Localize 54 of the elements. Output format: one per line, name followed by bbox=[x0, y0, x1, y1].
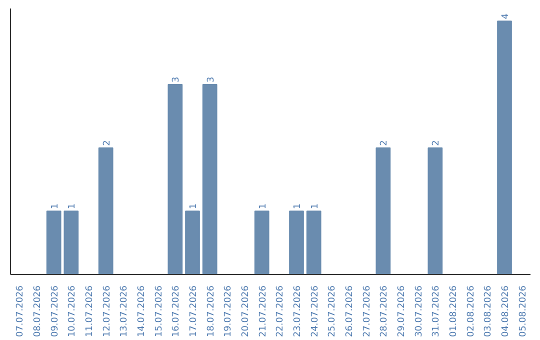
data-label: 1 bbox=[310, 203, 320, 210]
data-label: 1 bbox=[189, 203, 199, 210]
bar bbox=[306, 210, 322, 274]
x-tick-label: 01.08.2026 bbox=[449, 285, 459, 338]
x-tick-label: 16.07.2026 bbox=[172, 285, 182, 338]
x-tick-label: 20.07.2026 bbox=[241, 285, 251, 338]
x-tick-label: 27.07.2026 bbox=[362, 285, 372, 338]
data-label: 1 bbox=[293, 203, 303, 210]
x-tick-label: 15.07.2026 bbox=[154, 285, 164, 338]
x-tick-label: 28.07.2026 bbox=[380, 285, 390, 338]
bar bbox=[64, 210, 79, 274]
x-tick-label: 02.08.2026 bbox=[466, 285, 476, 338]
x-tick-label: 31.07.2026 bbox=[432, 285, 442, 338]
x-tick-label: 17.07.2026 bbox=[189, 285, 199, 338]
x-tick-label: 24.07.2026 bbox=[310, 285, 320, 338]
x-tick-label: 22.07.2026 bbox=[276, 285, 286, 338]
bar bbox=[202, 84, 218, 274]
data-label: 1 bbox=[50, 203, 60, 210]
x-tick-label: 05.08.2026 bbox=[518, 285, 528, 338]
x-tick-label: 30.07.2026 bbox=[414, 285, 424, 338]
x-tick-label: 10.07.2026 bbox=[68, 285, 78, 338]
data-label: 3 bbox=[206, 76, 216, 82]
x-tick-label: 29.07.2026 bbox=[397, 285, 407, 338]
x-tick-label: 03.08.2026 bbox=[484, 285, 494, 338]
x-tick-label: 13.07.2026 bbox=[120, 285, 130, 338]
data-label: 1 bbox=[258, 203, 268, 210]
bar bbox=[376, 147, 391, 274]
bar bbox=[46, 210, 62, 274]
x-tick-label: 14.07.2026 bbox=[137, 285, 147, 338]
bar bbox=[497, 20, 512, 274]
data-label: 4 bbox=[501, 13, 511, 20]
x-tick-label: 19.07.2026 bbox=[224, 285, 234, 338]
x-tick-label: 12.07.2026 bbox=[102, 285, 112, 338]
bar bbox=[254, 210, 270, 274]
bar bbox=[428, 147, 443, 274]
bar bbox=[185, 210, 200, 274]
x-tick-label: 08.07.2026 bbox=[33, 285, 43, 338]
bar bbox=[98, 147, 114, 274]
data-label: 2 bbox=[432, 140, 442, 146]
data-label: 2 bbox=[380, 140, 390, 146]
x-tick-label: 09.07.2026 bbox=[50, 285, 60, 338]
bar bbox=[168, 84, 183, 274]
x-tick-label: 25.07.2026 bbox=[328, 285, 338, 338]
x-tick-label: 26.07.2026 bbox=[345, 285, 355, 338]
x-tick-label: 21.07.2026 bbox=[258, 285, 268, 338]
data-label: 2 bbox=[102, 140, 112, 146]
x-tick-label: 07.07.2026 bbox=[16, 285, 26, 338]
data-label: 1 bbox=[68, 203, 78, 210]
x-tick-label: 04.08.2026 bbox=[501, 285, 511, 338]
x-tick-label: 23.07.2026 bbox=[293, 285, 303, 338]
bar bbox=[289, 210, 304, 274]
data-label: 3 bbox=[172, 76, 182, 82]
x-tick-label: 11.07.2026 bbox=[85, 285, 95, 338]
x-tick-label: 18.07.2026 bbox=[206, 285, 216, 338]
